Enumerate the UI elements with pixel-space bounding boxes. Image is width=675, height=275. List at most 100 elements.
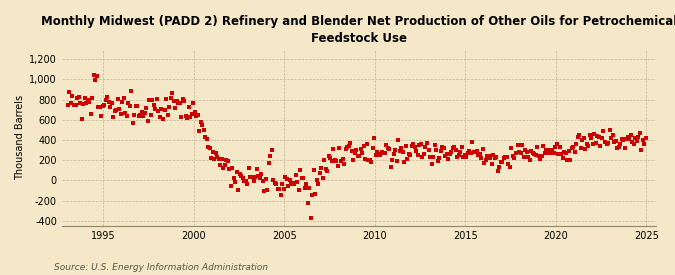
Point — [604, 128, 615, 132]
Point — [256, 172, 267, 176]
Point — [452, 155, 462, 159]
Point — [229, 176, 240, 180]
Point — [423, 148, 434, 152]
Point — [322, 169, 333, 174]
Point — [367, 146, 378, 150]
Point — [372, 150, 383, 154]
Point — [431, 148, 441, 153]
Point — [274, 186, 285, 191]
Point — [634, 131, 645, 136]
Point — [321, 167, 331, 171]
Point — [262, 188, 273, 192]
Point — [200, 134, 211, 139]
Point — [251, 167, 262, 171]
Point — [343, 144, 354, 148]
Point — [562, 158, 572, 163]
Point — [97, 104, 108, 109]
Point — [572, 135, 583, 139]
Point — [485, 156, 495, 161]
Point — [416, 142, 427, 147]
Point — [598, 129, 609, 133]
Point — [294, 188, 304, 192]
Point — [577, 138, 588, 142]
Point — [599, 140, 610, 145]
Point — [458, 154, 468, 159]
Point — [304, 186, 315, 191]
Point — [289, 182, 300, 186]
Point — [236, 174, 247, 178]
Point — [641, 135, 651, 140]
Point — [481, 157, 491, 162]
Point — [483, 154, 494, 158]
Point — [81, 101, 92, 105]
Point — [482, 154, 493, 158]
Point — [212, 154, 223, 159]
Point — [211, 150, 221, 155]
Point — [112, 97, 123, 101]
Point — [393, 138, 404, 142]
Point — [493, 168, 504, 173]
Point — [173, 101, 184, 105]
Point — [334, 146, 345, 150]
Point — [283, 183, 294, 188]
Point — [117, 100, 128, 104]
Point — [313, 182, 324, 186]
Point — [349, 151, 360, 155]
Point — [585, 133, 595, 137]
Point — [375, 152, 385, 157]
Point — [168, 99, 179, 103]
Point — [639, 142, 649, 146]
Point — [622, 135, 633, 139]
Point — [140, 111, 151, 116]
Point — [201, 137, 212, 141]
Point — [96, 114, 107, 118]
Point — [128, 120, 138, 125]
Point — [114, 107, 125, 112]
Point — [441, 152, 452, 156]
Point — [396, 146, 407, 151]
Point — [91, 74, 102, 79]
Point — [465, 151, 476, 155]
Point — [234, 172, 245, 176]
Point — [115, 112, 126, 116]
Point — [328, 147, 339, 152]
Point — [354, 154, 364, 159]
Point — [390, 148, 401, 152]
Point — [171, 99, 182, 104]
Point — [475, 152, 485, 156]
Point — [551, 141, 562, 146]
Point — [586, 136, 597, 140]
Point — [240, 178, 251, 183]
Point — [185, 115, 196, 119]
Point — [547, 148, 558, 153]
Point — [286, 182, 296, 186]
Point — [449, 145, 460, 149]
Point — [509, 155, 520, 160]
Point — [84, 100, 95, 104]
Point — [124, 104, 135, 108]
Point — [162, 113, 173, 117]
Point — [345, 141, 356, 145]
Point — [362, 157, 373, 162]
Point — [245, 175, 256, 179]
Point — [556, 152, 566, 156]
Point — [607, 133, 618, 137]
Point — [232, 170, 242, 174]
Point — [67, 94, 78, 99]
Point — [366, 160, 377, 164]
Point — [578, 136, 589, 140]
Point — [417, 155, 428, 159]
Point — [111, 107, 122, 112]
Point — [280, 174, 291, 179]
Point — [467, 140, 478, 145]
Point — [512, 143, 523, 148]
Point — [554, 145, 565, 149]
Point — [248, 179, 259, 183]
Point — [473, 153, 484, 158]
Point — [265, 154, 275, 158]
Point — [223, 159, 234, 163]
Point — [254, 176, 265, 180]
Point — [105, 105, 115, 109]
Point — [126, 89, 137, 94]
Point — [532, 145, 543, 150]
